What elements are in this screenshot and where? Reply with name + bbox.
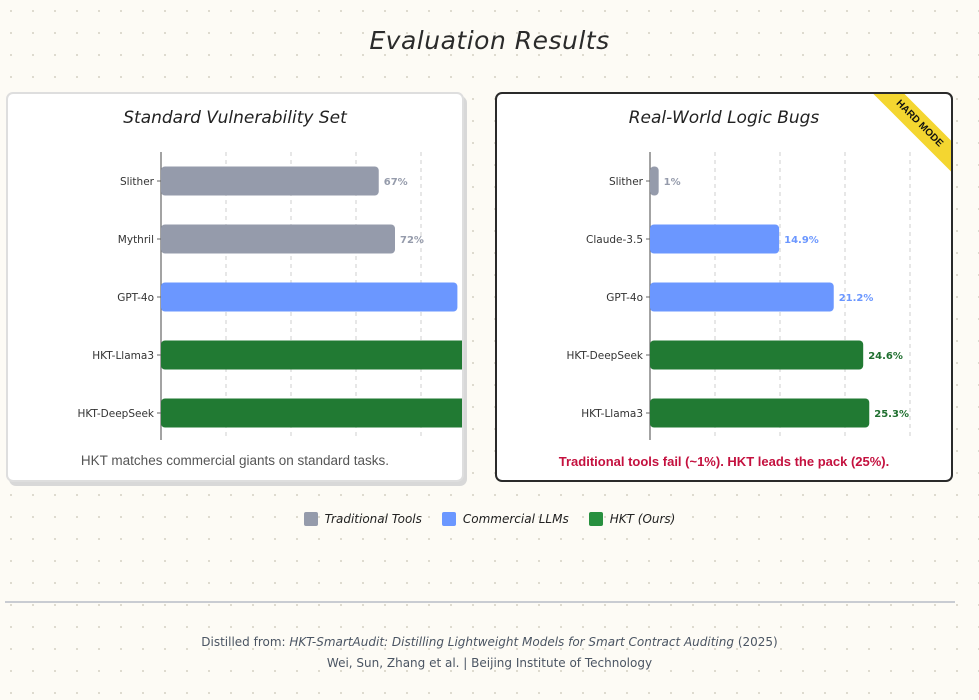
footer-citation: Distilled from: HKT-SmartAudit: Distilli… xyxy=(0,632,979,653)
standard-vulnerability-chart: Slither67%Mythril72%GPT-4o91.2%HKT-Llama… xyxy=(77,152,462,440)
legend-label: Commercial LLMs xyxy=(462,512,569,526)
category-label: HKT-DeepSeek xyxy=(77,408,154,420)
bar-claude-3-5 xyxy=(650,224,780,254)
paper-year: (2025) xyxy=(734,635,778,649)
legend-swatch xyxy=(441,512,456,526)
category-label: GPT-4o xyxy=(606,292,643,304)
bar-hkt-llama3 xyxy=(650,398,870,428)
legend-label: Traditional Tools xyxy=(324,512,422,526)
value-label: 25.3% xyxy=(874,409,909,420)
category-label: HKT-Llama3 xyxy=(581,408,643,420)
legend-item-commercial: Commercial LLMs xyxy=(441,512,569,526)
category-label: Claude-3.5 xyxy=(586,234,643,246)
chart-legend: Traditional Tools Commercial LLMs HKT (O… xyxy=(0,512,979,526)
paper-title: HKT-SmartAudit: Distilling Lightweight M… xyxy=(289,635,734,649)
value-label: 1% xyxy=(664,177,681,188)
standard-vulnerability-panel: Standard Vulnerability Set Slither 67% Myt… xyxy=(6,92,464,482)
value-label: 14.9% xyxy=(784,235,819,246)
category-label: HKT-DeepSeek xyxy=(566,350,643,362)
footer-authors: Wei, Sun, Zhang et al. | Beijing Institu… xyxy=(326,656,653,670)
value-label: 24.6% xyxy=(868,351,903,362)
real-world-logic-chart: Slither 1% Claude-3.5 14.9% GPT-4o 21.2% HKT-D… xyxy=(566,152,911,440)
value-label: 67% xyxy=(384,177,408,188)
real-world-logic-panel: HARD MODE Real-World Logic Bugs Slither 1… xyxy=(495,92,953,482)
category-label: Slither xyxy=(609,176,644,188)
category-label: GPT-4o xyxy=(117,292,154,304)
bar-slither xyxy=(161,166,379,196)
value-label: 72% xyxy=(400,235,424,246)
category-label: HKT-Llama3 xyxy=(92,350,154,362)
footer-prefix: Distilled from: xyxy=(201,635,290,649)
footer-divider xyxy=(5,601,955,603)
legend-label: HKT (Ours) xyxy=(609,512,676,526)
category-label: Slither xyxy=(120,176,155,188)
legend-swatch xyxy=(303,512,318,526)
bar-hkt-deepseek xyxy=(161,398,462,428)
bar-gpt-4o xyxy=(650,282,834,312)
chart-caption: HKT matches commercial giants on standar… xyxy=(80,453,390,468)
chart-title: Real-World Logic Bugs xyxy=(628,108,820,128)
legend-swatch xyxy=(588,512,603,526)
page-title: Evaluation Results xyxy=(369,26,610,55)
bar-gpt-4o xyxy=(161,282,458,312)
bar-mythril xyxy=(161,224,395,254)
chart-caption: Traditional tools fail (~1%). HKT leads … xyxy=(558,454,890,469)
chart-title: Standard Vulnerability Set xyxy=(123,108,347,128)
legend-item-hkt: HKT (Ours) xyxy=(588,512,676,526)
bar-slither xyxy=(650,166,659,196)
legend-item-traditional: Traditional Tools xyxy=(303,512,422,526)
footer: Distilled from: HKT-SmartAudit: Distilli… xyxy=(0,632,979,674)
bar-hkt-llama3 xyxy=(161,340,462,370)
value-label: 21.2% xyxy=(839,293,874,304)
bar-hkt-deepseek xyxy=(650,340,864,370)
category-label: Mythril xyxy=(118,234,154,246)
